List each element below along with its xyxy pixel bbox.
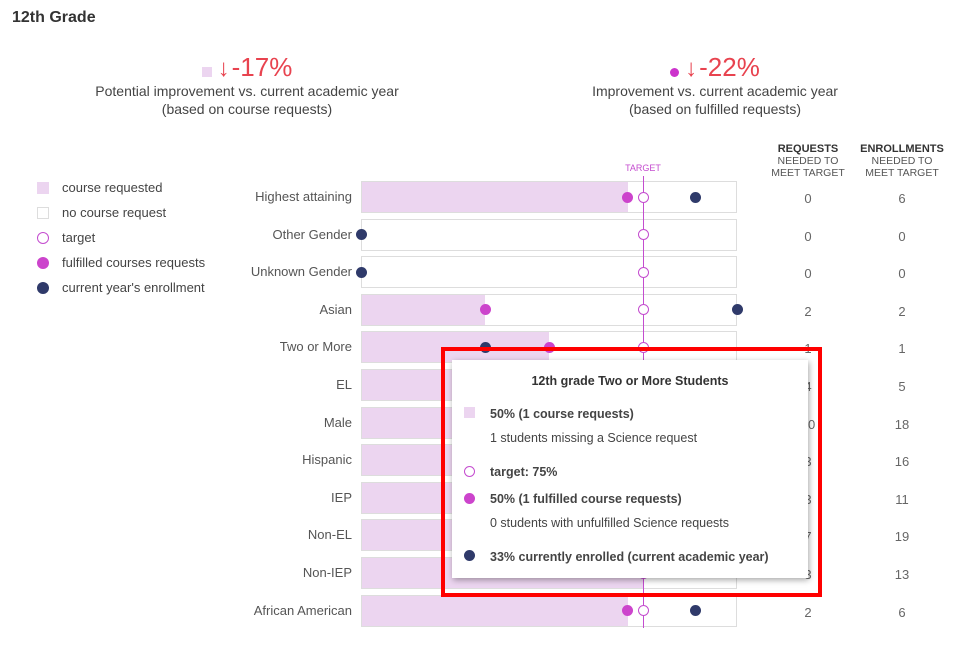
target-marker[interactable] xyxy=(637,229,649,241)
enrollments-needed: 6 xyxy=(898,191,906,206)
row-label: Non-EL xyxy=(307,527,352,543)
kpi-value: -22% xyxy=(699,52,760,82)
enrollment-dot[interactable] xyxy=(690,191,702,203)
bar-row[interactable] xyxy=(361,293,737,326)
target-marker[interactable] xyxy=(637,304,649,316)
magenta-dot-icon xyxy=(464,493,475,504)
open-circle-icon xyxy=(37,232,49,244)
enrollments-needed: 13 xyxy=(894,567,910,582)
fulfilled-dot[interactable] xyxy=(479,304,491,316)
fulfilled-dot[interactable] xyxy=(622,605,634,617)
enrollments-needed: 16 xyxy=(894,454,910,470)
row-label: Non-IEP xyxy=(302,565,352,580)
requests-needed: 0 xyxy=(804,191,812,206)
requested-bar xyxy=(362,294,486,325)
row-label: Two or More xyxy=(279,339,352,355)
row-label: Highest attaining xyxy=(255,189,352,204)
enrollment-dot[interactable] xyxy=(731,304,743,316)
row-label: Hispanic xyxy=(302,452,352,468)
enrollments-needed: 11 xyxy=(895,491,909,507)
enrollments-needed: 0 xyxy=(898,266,906,282)
open-circle-icon xyxy=(464,466,475,477)
enrollments-needed: 0 xyxy=(898,228,906,244)
filled-square-icon xyxy=(37,182,49,194)
kpi-label: Potential improvement vs. current academ… xyxy=(95,83,399,99)
tooltip-requested: 50% (1 course requests) xyxy=(490,407,634,421)
enrollment-dot[interactable] xyxy=(355,266,367,278)
filled-square-icon xyxy=(464,407,475,418)
bar-row[interactable] xyxy=(361,594,737,627)
row-label: Male xyxy=(323,414,352,430)
fulfilled-dot[interactable] xyxy=(622,191,634,203)
enrollments-needed: 6 xyxy=(898,604,906,620)
tooltip-fulfilled: 50% (1 fulfilled course requests) xyxy=(490,492,682,506)
enrollments-needed: 5 xyxy=(898,379,906,394)
kpi-sublabel: (based on fulfilled requests) xyxy=(629,101,801,117)
tooltip: 12th grade Two or More Students 50% (1 c… xyxy=(452,360,808,578)
tooltip-fulfilled-detail: 0 students with unfulfilled Science requ… xyxy=(490,516,730,530)
requests-needed: 0 xyxy=(804,266,812,282)
row-label: IEP xyxy=(331,489,352,505)
tooltip-requested-detail: 1 students missing a Science request xyxy=(490,431,698,445)
enrollments-needed: 19 xyxy=(894,529,910,545)
requests-needed: 2 xyxy=(804,303,812,319)
target-marker[interactable] xyxy=(637,605,649,617)
bar-row[interactable] xyxy=(361,181,737,213)
kpi-potential-improvement: ↓-17% Potential improvement vs. current … xyxy=(67,52,427,118)
kpi-improvement: ↓-22% Improvement vs. current academic y… xyxy=(535,52,895,118)
row-label: EL xyxy=(336,377,352,392)
square-icon xyxy=(201,67,212,78)
row-label: African American xyxy=(253,602,352,618)
target-marker[interactable] xyxy=(637,191,649,203)
bar-row[interactable] xyxy=(361,218,737,251)
empty-square-icon xyxy=(37,207,49,219)
navy-dot-icon xyxy=(37,282,49,294)
arrow-down-icon: ↓ xyxy=(685,55,698,82)
tooltip-title: 12th grade Two or More Students xyxy=(531,374,729,388)
magenta-dot-icon xyxy=(37,257,49,269)
arrow-down-icon: ↓ xyxy=(217,55,230,82)
target-label: TARGET xyxy=(625,163,661,173)
navy-dot-icon xyxy=(464,550,475,561)
enrollment-dot[interactable] xyxy=(355,229,367,241)
highlight-box xyxy=(441,347,822,597)
requested-bar xyxy=(362,182,628,212)
tooltip-target: target: 75% xyxy=(490,465,558,479)
enrollments-needed: 18 xyxy=(894,416,910,432)
requests-needed: 2 xyxy=(804,604,812,620)
row-label: Other Gender xyxy=(272,226,353,242)
page-title: 12th Grade xyxy=(12,9,96,26)
kpi-label: Improvement vs. current academic year xyxy=(592,83,838,99)
requested-bar xyxy=(362,595,628,626)
enrollments-needed: 1 xyxy=(898,341,906,357)
kpi-sublabel: (based on course requests) xyxy=(161,101,333,117)
enrollments-needed: 2 xyxy=(898,303,906,319)
dot-icon xyxy=(670,67,680,77)
target-marker[interactable] xyxy=(637,266,649,278)
requests-column-header: REQUESTS NEEDED TO MEET TARGET xyxy=(771,143,845,179)
kpi-value: -17% xyxy=(231,52,293,82)
tooltip-enrolled: 33% currently enrolled (current academic… xyxy=(490,550,769,564)
row-label: Unknown Gender xyxy=(250,264,352,280)
requests-needed: 0 xyxy=(804,228,812,244)
enrollments-column-header: ENROLLMENTS NEEDED TO MEET TARGET xyxy=(860,143,944,179)
bar-row[interactable] xyxy=(361,256,737,289)
row-label: Asian xyxy=(319,301,352,317)
enrollment-dot[interactable] xyxy=(690,605,702,617)
